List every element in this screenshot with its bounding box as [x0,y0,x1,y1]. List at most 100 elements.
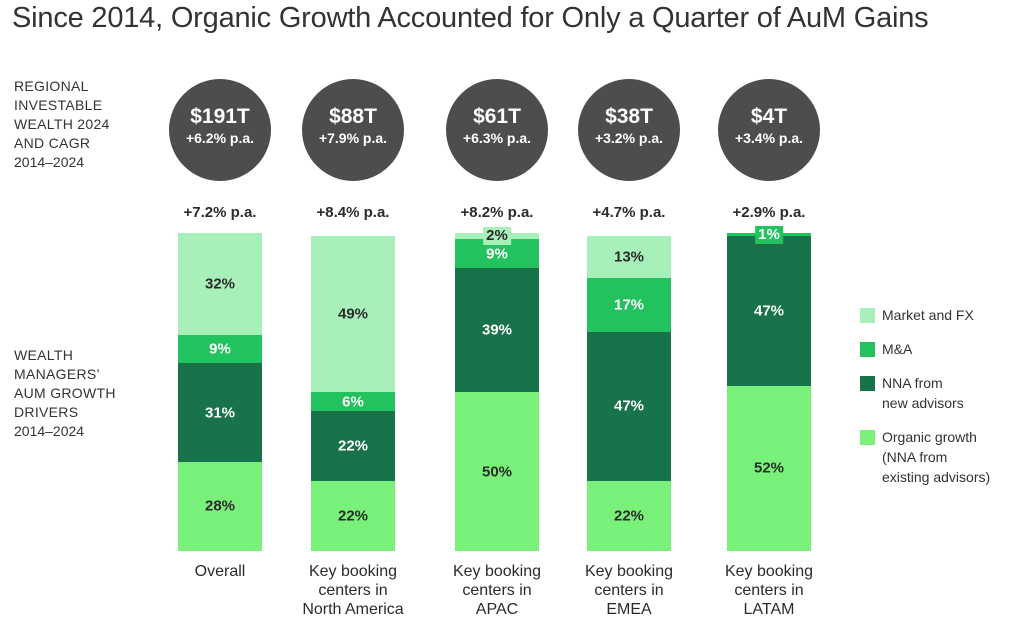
bar-segment-nna-new [455,267,539,392]
segment-value-label: 28% [204,497,236,515]
segment-value-label: 17% [613,296,645,314]
legend-label: M&A [882,341,913,357]
wealth-value: $191T [190,105,250,128]
segment-value-label: 39% [481,321,513,339]
category-label-line: EMEA [606,601,652,618]
wealth-value: $38T [605,105,653,128]
category-label: Key booking centers in APAC [427,562,567,619]
aum-growth-label: +4.7% p.a. [592,204,666,221]
stacked-bar: 50% 39% 9% 2% [455,227,539,551]
segment-value-label: 50% [481,463,513,480]
drivers-label-years: 2014–2024 [14,423,85,439]
legend: Market and FX M&A NNA from new advisors … [860,305,990,501]
category-label-line: Key booking [308,563,398,580]
category-label-line: Key booking [724,563,814,580]
legend-label: Market and FX [882,307,974,323]
legend-swatch-nna-new [860,376,875,391]
wealth-circle: $4T +3.4% p.a. [718,79,820,181]
category-label-line: Key booking [452,563,542,580]
aum-growth-label: +7.2% p.a. [183,204,257,221]
stacked-bar: 22% 22% 6% 49% [311,233,395,551]
stacked-bar: 22% 47% 17% 13% [587,233,671,551]
wealth-label-years: 2014–2024 [14,154,85,170]
chart-title: Since 2014, Organic Growth Accounted for… [12,2,929,34]
stacked-bar: 28% 31% 9% 32% [178,233,262,551]
category-label: Key booking centers in LATAM [699,562,839,619]
bar-segment-nna-new [311,411,395,482]
segment-value-label: 1% [755,225,783,244]
category-label-line: North America [302,601,404,618]
legend-item-organic: Organic growth (NNA from existing adviso… [860,427,990,487]
bar-segment-nna-new [727,236,811,386]
category-label-line: Key booking [584,563,674,580]
wealth-value: $88T [329,105,377,128]
category-label: Key booking centers in EMEA [559,562,699,619]
wealth-cagr: +6.2% p.a. [185,130,255,146]
category-label: Overall [150,562,290,581]
legend-label: existing advisors) [882,469,991,485]
bar-segment-nna-new [587,331,671,482]
bar-segment-nna-new [178,363,262,462]
bar-segment-organic [587,481,671,551]
aum-growth-label: +8.2% p.a. [460,204,534,221]
category-label-line: APAC [475,601,519,618]
legend-item-ma: M&A [860,339,990,359]
category-label-line: LATAM [743,601,795,618]
bar-segment-organic [455,392,539,551]
wealth-label-line: WEALTH 2024 [14,116,110,132]
segment-value-label: 22% [613,507,645,525]
legend-label: NNA from [882,375,943,391]
bar-segment-market-fx [178,233,262,335]
segment-value-label: 47% [613,397,645,415]
segment-value-label: 47% [753,302,785,320]
bar-segment-ma [587,277,671,332]
drivers-label-line: WEALTH [14,347,74,363]
wealth-circle: $38T +3.2% p.a. [578,79,680,181]
wealth-label-line: INVESTABLE [14,97,103,113]
legend-swatch-ma [860,342,875,357]
legend-item-nna-new: NNA from new advisors [860,373,990,413]
wealth-circle: $88T +7.9% p.a. [302,79,404,181]
category-label-line: Overall [194,563,246,580]
wealth-cagr: +7.9% p.a. [318,130,388,146]
segment-value-label: 52% [753,459,785,477]
legend-swatch-market-fx [860,308,875,323]
segment-value-label: 9% [486,245,508,263]
segment-value-label: 22% [337,507,369,525]
segment-value-label: 9% [209,340,231,358]
wealth-value: $4T [750,105,788,128]
category-label-line: centers in [318,582,388,599]
wealth-label-line: AND CAGR [14,135,91,151]
category-label-line: centers in [594,582,664,599]
segment-value-label: 49% [337,305,369,323]
wealth-cagr: +6.3% p.a. [462,130,532,146]
bar-segment-ma [311,392,395,412]
wealth-value: $61T [473,105,521,128]
category-label-line: centers in [462,582,532,599]
stacked-bar: 52% 47% 1% [727,225,811,551]
drivers-label-line: DRIVERS [14,404,79,420]
segment-value-label: 31% [204,404,236,422]
bar-segment-organic [727,385,811,551]
aum-growth-label: +8.4% p.a. [316,204,390,221]
bar-segment-market-fx [587,236,671,278]
wealth-row-label: REGIONAL INVESTABLE WEALTH 2024 AND CAGR… [14,77,110,172]
legend-label: new advisors [882,395,964,411]
category-label-line: centers in [734,582,804,599]
bar-segment-organic [311,481,395,551]
bar-segment-market-fx [311,236,395,392]
segment-value-label: 2% [483,227,511,246]
category-label: Key booking centers in North America [283,562,423,619]
wealth-circle: $191T +6.2% p.a. [169,79,271,181]
segment-value-label: 22% [337,437,369,455]
aum-growth-label: +2.9% p.a. [732,204,806,221]
drivers-label-line: AUM GROWTH [14,385,116,401]
wealth-cagr: +3.2% p.a. [594,130,664,146]
wealth-label-line: REGIONAL [14,78,89,94]
legend-label: Organic growth [882,429,977,445]
segment-value-label: 32% [204,275,236,293]
legend-label: (NNA from [882,449,948,465]
wealth-circle: $61T +6.3% p.a. [446,79,548,181]
bar-segment-organic [178,461,262,551]
wealth-cagr: +3.4% p.a. [734,130,804,146]
